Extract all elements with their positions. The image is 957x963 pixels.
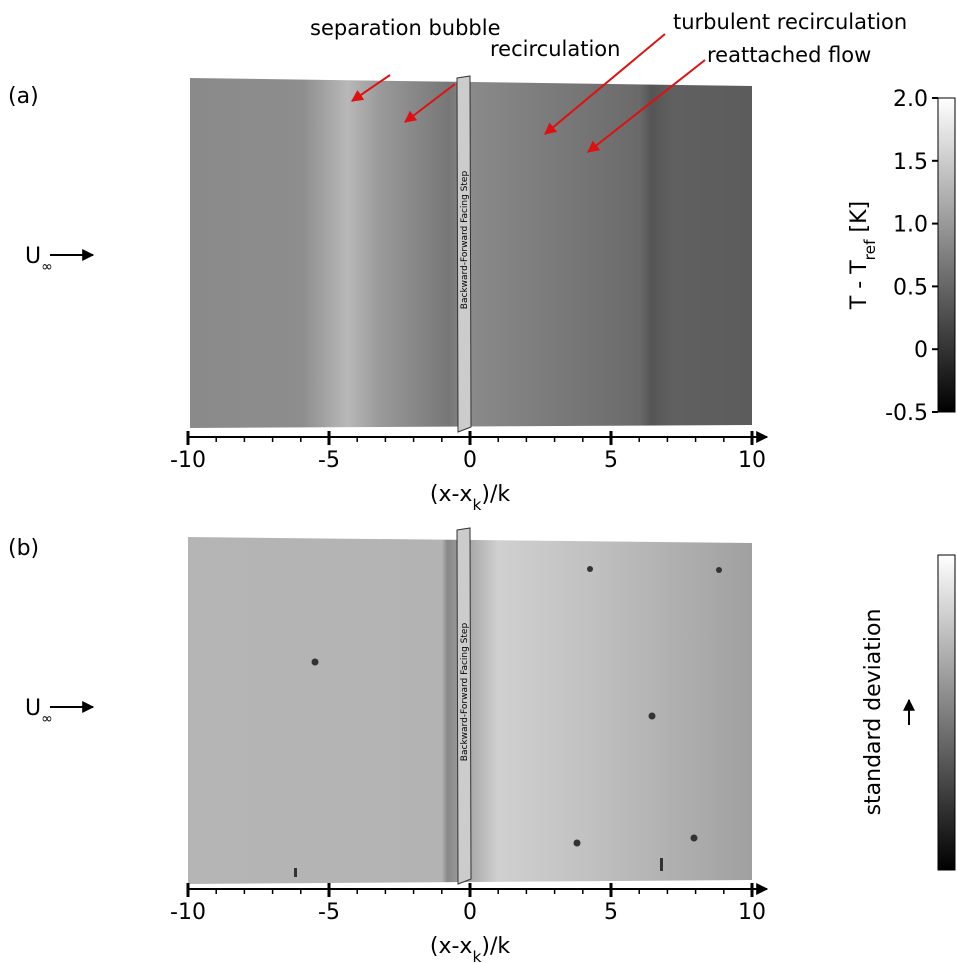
label-part: )/k (481, 482, 510, 507)
axis-label: T - Tref [K] (847, 201, 879, 310)
dots (294, 566, 722, 877)
axis-label: (x-xk)/k (430, 934, 510, 963)
colorbar-b (937, 554, 956, 871)
x-tick-label: 5 (604, 900, 618, 925)
flow-label: U∞ (25, 244, 53, 275)
step-label: Backward-Forward Facing Step (460, 171, 470, 310)
label-part: T - T (847, 260, 872, 310)
cbar-tick-label: 2.0 (893, 87, 928, 112)
label-part: U (25, 696, 41, 721)
x-tick-label: 10 (738, 448, 766, 473)
x-tick-label: -5 (318, 900, 340, 925)
x-tick-label: 10 (738, 900, 766, 925)
x-tick-label: -5 (318, 448, 340, 473)
cbar-tick-label: 1.0 (893, 213, 928, 238)
label-part: U (25, 244, 41, 269)
step (456, 527, 472, 885)
annotation-arrow (404, 83, 456, 123)
label-part: [K] (847, 201, 872, 240)
x-tick-label: -10 (170, 900, 206, 925)
label-part: )/k (481, 934, 510, 959)
label-part: ∞ (41, 711, 53, 727)
annotation-arrow (587, 59, 706, 153)
x-tick-label: 0 (463, 448, 477, 473)
annotation: separation bubble (310, 16, 501, 40)
label-part: (x-x (430, 934, 473, 959)
cbar-tick-label: 1.5 (893, 150, 928, 175)
label-part: ref (861, 239, 879, 260)
label-part: k (472, 948, 481, 963)
x-tick-label: 5 (604, 448, 618, 473)
colorbar-a (937, 97, 956, 413)
flow-label: U∞ (25, 696, 53, 727)
step-label: Backward-Forward Facing Step (460, 623, 470, 762)
annotation: recirculation (490, 37, 620, 61)
label-part: ∞ (41, 259, 53, 275)
label-part: k (472, 496, 481, 514)
panel-label: (b) (8, 536, 39, 561)
label-part: (x-x (430, 482, 473, 507)
x-tick-label: 0 (463, 900, 477, 925)
annotation: turbulent recirculation (673, 10, 907, 34)
cbar-tick-label: -0.5 (885, 401, 928, 426)
cbar-tick-label: 0 (914, 338, 928, 363)
annotation-arrow (544, 33, 666, 135)
axis-label: (x-xk)/k (430, 482, 510, 514)
cbar-tick-label: 0.5 (893, 275, 928, 300)
annotation-arrow (351, 74, 391, 102)
annotation: reattached flow (707, 43, 871, 67)
panel-label: (a) (8, 84, 39, 109)
cbar-label: standard deviation (861, 609, 886, 816)
step (456, 75, 472, 433)
x-tick-label: -10 (170, 448, 206, 473)
